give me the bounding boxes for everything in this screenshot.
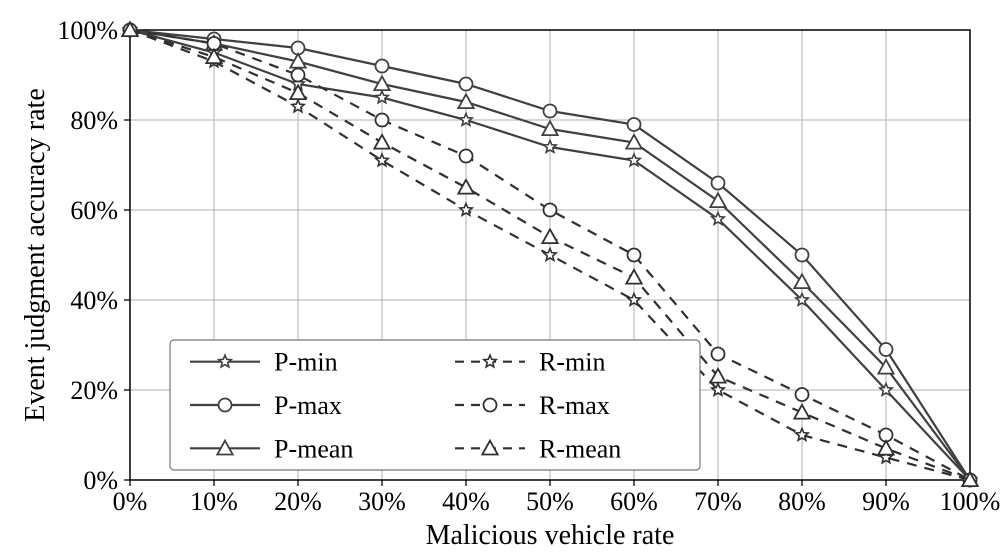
y-tick-label: 60% [70, 196, 118, 225]
chart-svg: 0%10%20%30%40%50%60%70%80%90%100%0%20%40… [0, 0, 1000, 554]
legend-label: R-max [539, 391, 610, 420]
x-tick-label: 60% [610, 487, 658, 516]
legend-label: R-mean [539, 434, 621, 463]
x-axis-label: Malicious vehicle rate [426, 520, 675, 551]
y-tick-label: 100% [57, 16, 118, 45]
y-tick-label: 0% [83, 466, 118, 495]
y-axis-label: Event judgment accuracy rate [20, 88, 51, 422]
x-tick-label: 30% [358, 487, 406, 516]
y-tick-label: 80% [70, 106, 118, 135]
legend: P-min P-max P-mean R-min R-max R-mean [170, 340, 700, 470]
x-tick-label: 20% [274, 487, 322, 516]
y-tick-label: 20% [70, 376, 118, 405]
x-tick-label: 80% [778, 487, 826, 516]
x-tick-label: 70% [694, 487, 742, 516]
legend-label: P-mean [274, 434, 353, 463]
x-tick-label: 40% [442, 487, 490, 516]
accuracy-chart: 0%10%20%30%40%50%60%70%80%90%100%0%20%40… [0, 0, 1000, 554]
x-tick-label: 90% [862, 487, 910, 516]
legend-label: P-min [274, 348, 338, 377]
y-tick-label: 40% [70, 286, 118, 315]
x-tick-label: 50% [526, 487, 574, 516]
legend-label: P-max [274, 391, 342, 420]
x-tick-label: 100% [940, 487, 1000, 516]
x-tick-label: 10% [190, 487, 238, 516]
legend-label: R-min [539, 348, 605, 377]
